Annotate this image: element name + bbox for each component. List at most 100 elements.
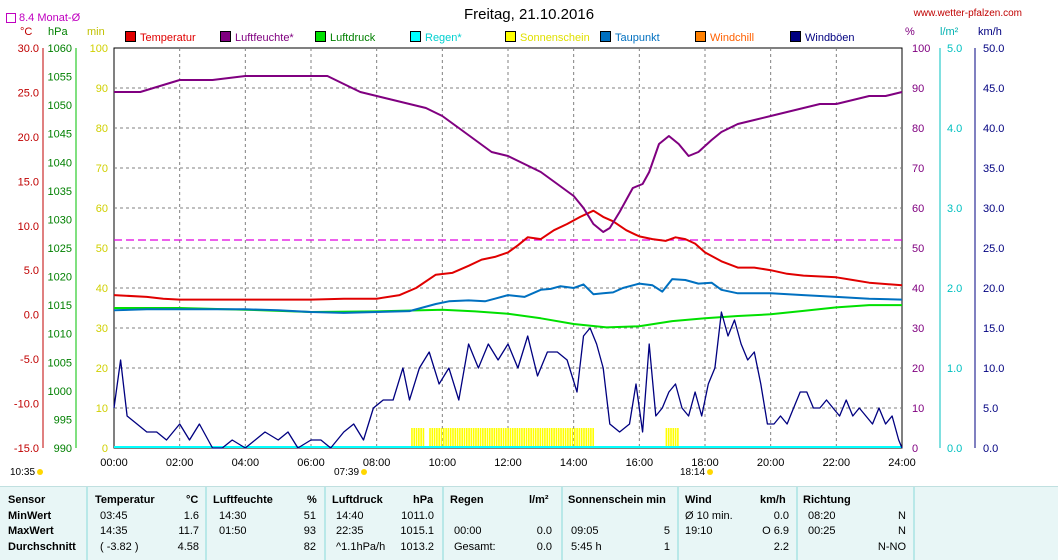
temperature-tick-label: 10.0 <box>18 221 39 233</box>
sunshine-bar <box>525 428 528 448</box>
legend-windchill: Windchill <box>695 31 754 44</box>
pressure-tick-label: 1045 <box>48 129 72 141</box>
sunshine-bar <box>539 428 542 448</box>
sunshine-bar <box>447 428 450 448</box>
sunshine-bar <box>516 428 519 448</box>
column-divider <box>86 487 88 560</box>
sunshine-bar <box>498 428 500 448</box>
temperature-tick-label: -15.0 <box>14 443 39 455</box>
rain-tick-label: 5.0 <box>947 43 962 55</box>
rain-tick-label: 0.0 <box>947 443 962 455</box>
sunshine-bar <box>509 428 512 448</box>
sunshine-bar <box>537 428 539 448</box>
pressure-tick-label: 990 <box>54 443 72 455</box>
header-pressure-unit: hPa <box>413 494 434 506</box>
humidity-tick-label: 30 <box>912 323 924 335</box>
temperature-tick-label: 30.0 <box>18 43 39 55</box>
temperature-tick-label: -5.0 <box>20 354 39 366</box>
sunshine-bar <box>468 428 470 448</box>
sunshine-bar <box>541 428 544 448</box>
pressure-tick-label: 1035 <box>48 186 72 198</box>
sunshine-bar <box>583 428 585 448</box>
table-cell-hum-val: 93 <box>303 525 316 537</box>
legend-swatch-icon <box>695 31 706 42</box>
temperature-tick-label: 20.0 <box>18 132 39 144</box>
header-wind: Wind <box>685 494 712 506</box>
sunshine-bar <box>592 428 594 448</box>
x-tick-label: 20:00 <box>757 457 785 469</box>
sunshine-bar <box>418 428 420 448</box>
table-cell-temp-time: ( -3.82 ) <box>100 541 139 553</box>
column-divider <box>442 487 444 560</box>
table-cell-rain-time: Gesamt: <box>454 541 496 553</box>
legend-label: Regen* <box>425 32 462 44</box>
sunshine-bar <box>470 428 473 448</box>
sunrise-icon <box>361 469 368 475</box>
table-cell-dir-val: N <box>898 525 906 537</box>
pressure-tick-label: 1015 <box>48 300 72 312</box>
rain-tick-label: 3.0 <box>947 203 962 215</box>
sunshine-bar <box>440 428 443 448</box>
series-line-taupunkt <box>113 278 903 314</box>
sunshine-bar <box>502 428 505 448</box>
sunshine-bar <box>548 428 551 448</box>
sunset-time-label: 18:14 <box>680 467 706 478</box>
sunshine-bar <box>578 428 581 448</box>
sunshine-bar <box>495 428 498 448</box>
sunshine-bar <box>491 428 493 448</box>
wind-tick-label: 45.0 <box>983 83 1004 95</box>
sunshine-tick-label: 40 <box>96 283 108 295</box>
sunshine-bar <box>449 428 452 448</box>
pressure-tick-label: 1040 <box>48 157 72 169</box>
legend-label: Temperatur <box>140 32 196 44</box>
pressure-tick-label: 995 <box>54 414 72 426</box>
unit-kmh: km/h <box>978 26 1002 38</box>
sunshine-bar <box>557 428 560 448</box>
monthly-average-legend: 8.4 Monat-Ø <box>6 12 80 24</box>
sunrise-time: 07:39 <box>334 467 368 478</box>
table-cell-press-val: 1015.1 <box>400 525 434 537</box>
legend-swatch-icon <box>505 31 516 42</box>
series-line-luftfeuchte <box>114 75 903 233</box>
x-tick-label: 00:00 <box>100 457 128 469</box>
sunshine-bar <box>505 428 507 448</box>
table-cell-dir-val: N <box>898 510 906 522</box>
sunshine-bar <box>580 428 583 448</box>
sunshine-bar <box>585 428 588 448</box>
table-cell-hum-val: 82 <box>303 541 316 553</box>
header-wind-unit: km/h <box>760 494 786 506</box>
x-tick-label: 24:00 <box>888 457 916 469</box>
sunshine-tick-label: 90 <box>96 83 108 95</box>
table-cell-rain-val: 0.0 <box>536 541 552 553</box>
sunshine-bar <box>576 428 578 448</box>
sunshine-bar <box>514 428 516 448</box>
header-pressure: Luftdruck <box>332 494 383 506</box>
x-tick-label: 16:00 <box>626 457 654 469</box>
sunshine-bar <box>672 428 675 448</box>
unit-celsius: °C <box>20 26 33 38</box>
sunshine-bar <box>670 428 672 448</box>
header-rain-unit: l/m² <box>529 494 549 506</box>
rain-tick-label: 1.0 <box>947 363 962 375</box>
legend-swatch-icon <box>410 31 421 42</box>
rain-tick-label: 4.0 <box>947 123 962 135</box>
sunshine-bar <box>518 428 521 448</box>
header-sunshine: Sonnenschein min <box>568 494 666 506</box>
legend-label: Windchill <box>710 32 755 44</box>
table-cell-dir-val: N-NO <box>877 541 906 553</box>
sunshine-bar <box>587 428 590 448</box>
table-cell-hum-time: 14:30 <box>219 510 247 522</box>
sunshine-bar <box>560 428 562 448</box>
x-tick-label: 22:00 <box>823 457 851 469</box>
statistics-table: Sensor Temperatur °C Luftfeuchte % Luftd… <box>0 486 1058 560</box>
website-link[interactable]: www.wetter-pfalzen.com <box>913 8 1022 19</box>
legend-label: Taupunkt <box>615 32 660 44</box>
x-tick-label: 12:00 <box>494 457 522 469</box>
sunshine-bar <box>534 428 537 448</box>
x-tick-label: 02:00 <box>166 457 194 469</box>
pressure-tick-label: 1050 <box>48 100 72 112</box>
sunshine-bar <box>523 428 526 448</box>
header-temperature-unit: °C <box>186 494 199 506</box>
temperature-tick-label: 15.0 <box>18 176 39 188</box>
pressure-tick-label: 1060 <box>48 43 72 55</box>
